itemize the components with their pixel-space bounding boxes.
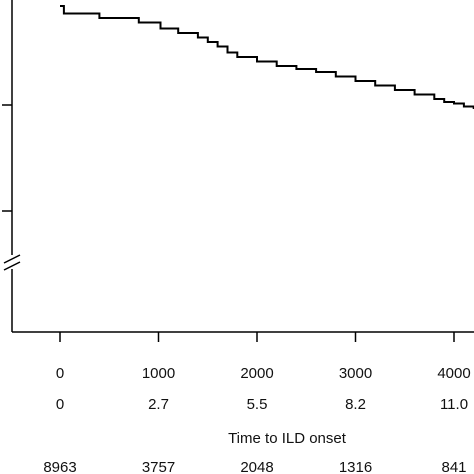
x-tick-label: 0 (56, 365, 64, 382)
x-tick-labels: 0 1000 2000 3000 4000 (56, 365, 471, 382)
x-axis-label: Time to ILD onset (228, 430, 347, 447)
x-secondary-tick-labels: 0 2.7 5.5 8.2 11.0 (56, 396, 468, 413)
at-risk-count: 2048 (240, 459, 273, 474)
at-risk-count: 841 (441, 459, 466, 474)
x-secondary-tick-label: 5.5 (247, 396, 268, 413)
x-secondary-tick-label: 2.7 (148, 396, 169, 413)
x-secondary-tick-label: 0 (56, 396, 64, 413)
at-risk-count: 1316 (339, 459, 372, 474)
at-risk-row: 8963 3757 2048 1316 841 (43, 459, 466, 474)
x-tick-label: 2000 (240, 365, 273, 382)
x-tick-label: 4000 (437, 365, 470, 382)
axis-break-mark (3, 254, 21, 264)
survival-curve (60, 5, 474, 109)
x-tick-label: 1000 (142, 365, 175, 382)
x-ticks (59, 332, 455, 342)
axis-break-mark (3, 261, 21, 271)
x-secondary-tick-label: 11.0 (440, 396, 468, 413)
x-tick-label: 3000 (339, 365, 372, 382)
x-secondary-tick-label: 8.2 (345, 396, 366, 413)
y-axis (2, 0, 21, 332)
at-risk-count: 3757 (142, 459, 175, 474)
at-risk-count: 8963 (43, 459, 76, 474)
